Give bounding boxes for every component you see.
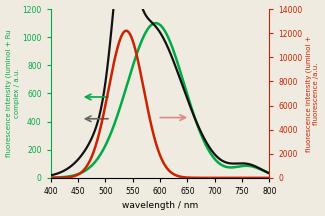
X-axis label: wavelength / nm: wavelength / nm: [122, 202, 198, 210]
Y-axis label: fluorescence intensity (luminol +
fluorescence /a.u.: fluorescence intensity (luminol + fluore…: [306, 35, 319, 152]
Y-axis label: fluorescence intensity (luminol + Ru
complex / a.u.: fluorescence intensity (luminol + Ru com…: [6, 30, 20, 157]
